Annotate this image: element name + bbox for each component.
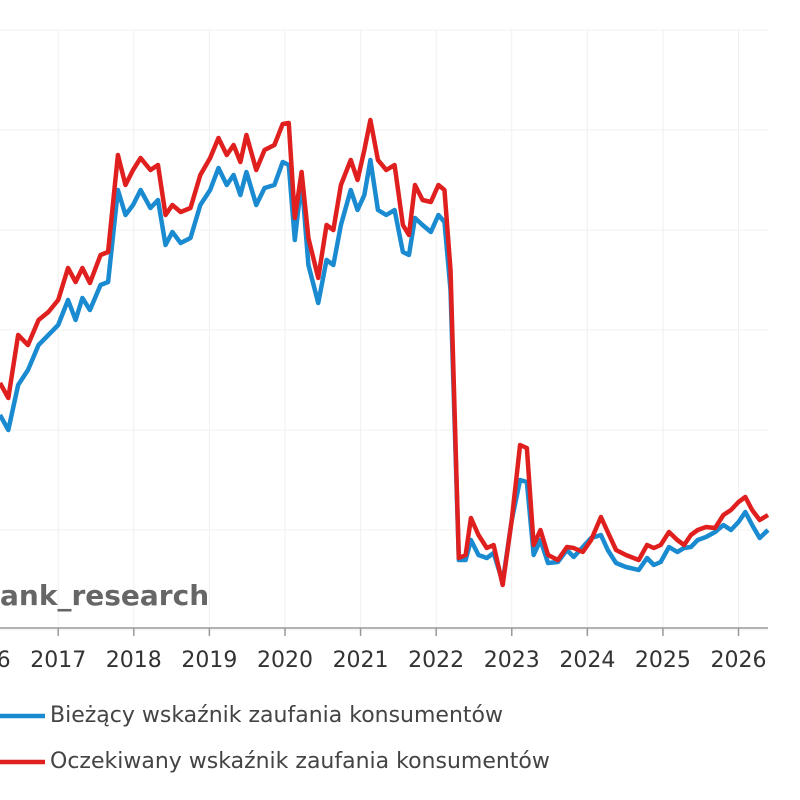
legend-label: Bieżący wskaźnik zaufania konsumentów	[50, 703, 503, 728]
x-tick-label: 2017	[30, 648, 86, 673]
x-tick-label: 2018	[106, 648, 162, 673]
x-tick-label: 2023	[484, 648, 540, 673]
data-line	[0, 157, 770, 585]
x-tick-label: 2021	[333, 648, 389, 673]
x-tick-label: 2025	[635, 648, 691, 673]
x-tick-label: 2019	[181, 648, 237, 673]
x-tick-label: 2020	[257, 648, 313, 673]
x-tick-label: 2016	[0, 648, 11, 673]
x-tick-label: 2022	[408, 648, 464, 673]
x-tick-label: 2024	[559, 648, 615, 673]
data-line	[0, 117, 770, 588]
legend-label: Oczekiwany wskaźnik zaufania konsumentów	[50, 749, 550, 774]
watermark: ank_research	[0, 579, 209, 612]
x-tick-label: 2026	[711, 648, 767, 673]
